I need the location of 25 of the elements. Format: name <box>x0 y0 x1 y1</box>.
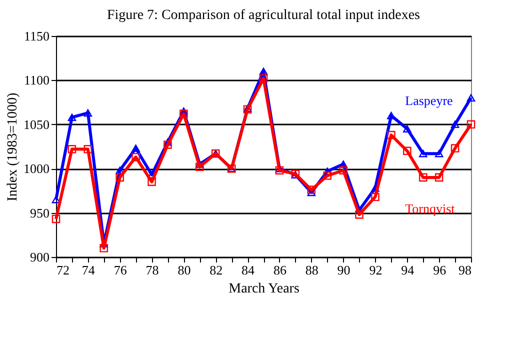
x-tick-label: 76 <box>114 262 128 278</box>
y-tick-label: 1050 <box>24 116 50 132</box>
y-axis-title: Index (1983=1000) <box>6 92 20 202</box>
y-tick-label: 950 <box>30 205 50 220</box>
x-tick-label: 74 <box>82 262 96 278</box>
x-tick-label: 96 <box>433 262 447 278</box>
y-tick-label: 1000 <box>24 161 50 176</box>
y-tick-label: 900 <box>30 250 50 264</box>
x-tick-label: 82 <box>210 262 223 278</box>
x-tick-label: 78 <box>146 262 159 278</box>
x-tick-label: 94 <box>401 262 415 278</box>
y-tick-label: 1100 <box>24 72 50 88</box>
x-tick-label: 88 <box>305 262 318 278</box>
x-tick-label: 80 <box>178 262 191 278</box>
x-tick-label: 72 <box>56 262 70 278</box>
series-label: Laspeyre <box>405 92 454 108</box>
x-tick-label: 90 <box>337 262 350 278</box>
x-axis-title: March Years <box>228 282 300 296</box>
x-tick-label: 98 <box>458 262 472 278</box>
x-tick-label: 92 <box>369 262 382 278</box>
x-tick-label: 84 <box>242 262 256 278</box>
y-tick-label: 1150 <box>24 28 50 44</box>
series-label: Tornqvist <box>405 200 456 216</box>
x-tick-label: 86 <box>273 262 287 278</box>
chart-title: Figure 7: Comparison of agricultural total input indexes <box>107 8 420 23</box>
